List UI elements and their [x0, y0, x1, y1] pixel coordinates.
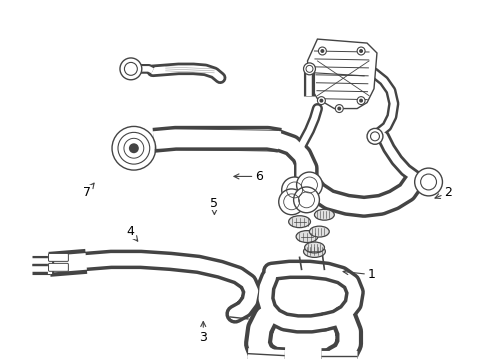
Circle shape — [120, 58, 142, 80]
Ellipse shape — [288, 216, 310, 228]
Circle shape — [318, 47, 325, 55]
Text: 7: 7 — [82, 183, 94, 199]
Circle shape — [317, 96, 325, 105]
Polygon shape — [307, 39, 376, 109]
Circle shape — [281, 177, 307, 203]
FancyBboxPatch shape — [48, 264, 68, 271]
Circle shape — [358, 49, 362, 53]
Circle shape — [366, 129, 382, 144]
Circle shape — [358, 99, 362, 103]
Ellipse shape — [303, 246, 325, 257]
Ellipse shape — [309, 226, 328, 237]
Ellipse shape — [314, 209, 334, 220]
Circle shape — [337, 107, 341, 111]
FancyBboxPatch shape — [48, 253, 68, 261]
Circle shape — [303, 63, 315, 75]
Circle shape — [356, 96, 365, 105]
Circle shape — [293, 187, 319, 213]
Circle shape — [296, 172, 322, 198]
Circle shape — [414, 168, 442, 196]
Circle shape — [320, 49, 324, 53]
Text: 5: 5 — [210, 197, 218, 215]
Ellipse shape — [296, 231, 317, 243]
Circle shape — [356, 47, 365, 55]
Circle shape — [278, 189, 304, 215]
Text: 3: 3 — [199, 321, 207, 344]
Text: 4: 4 — [126, 225, 138, 241]
Text: 2: 2 — [434, 186, 451, 199]
Circle shape — [319, 99, 323, 103]
Text: 6: 6 — [233, 170, 263, 183]
Circle shape — [129, 143, 139, 153]
Text: 1: 1 — [343, 268, 375, 281]
Circle shape — [335, 105, 343, 113]
Ellipse shape — [304, 242, 324, 253]
